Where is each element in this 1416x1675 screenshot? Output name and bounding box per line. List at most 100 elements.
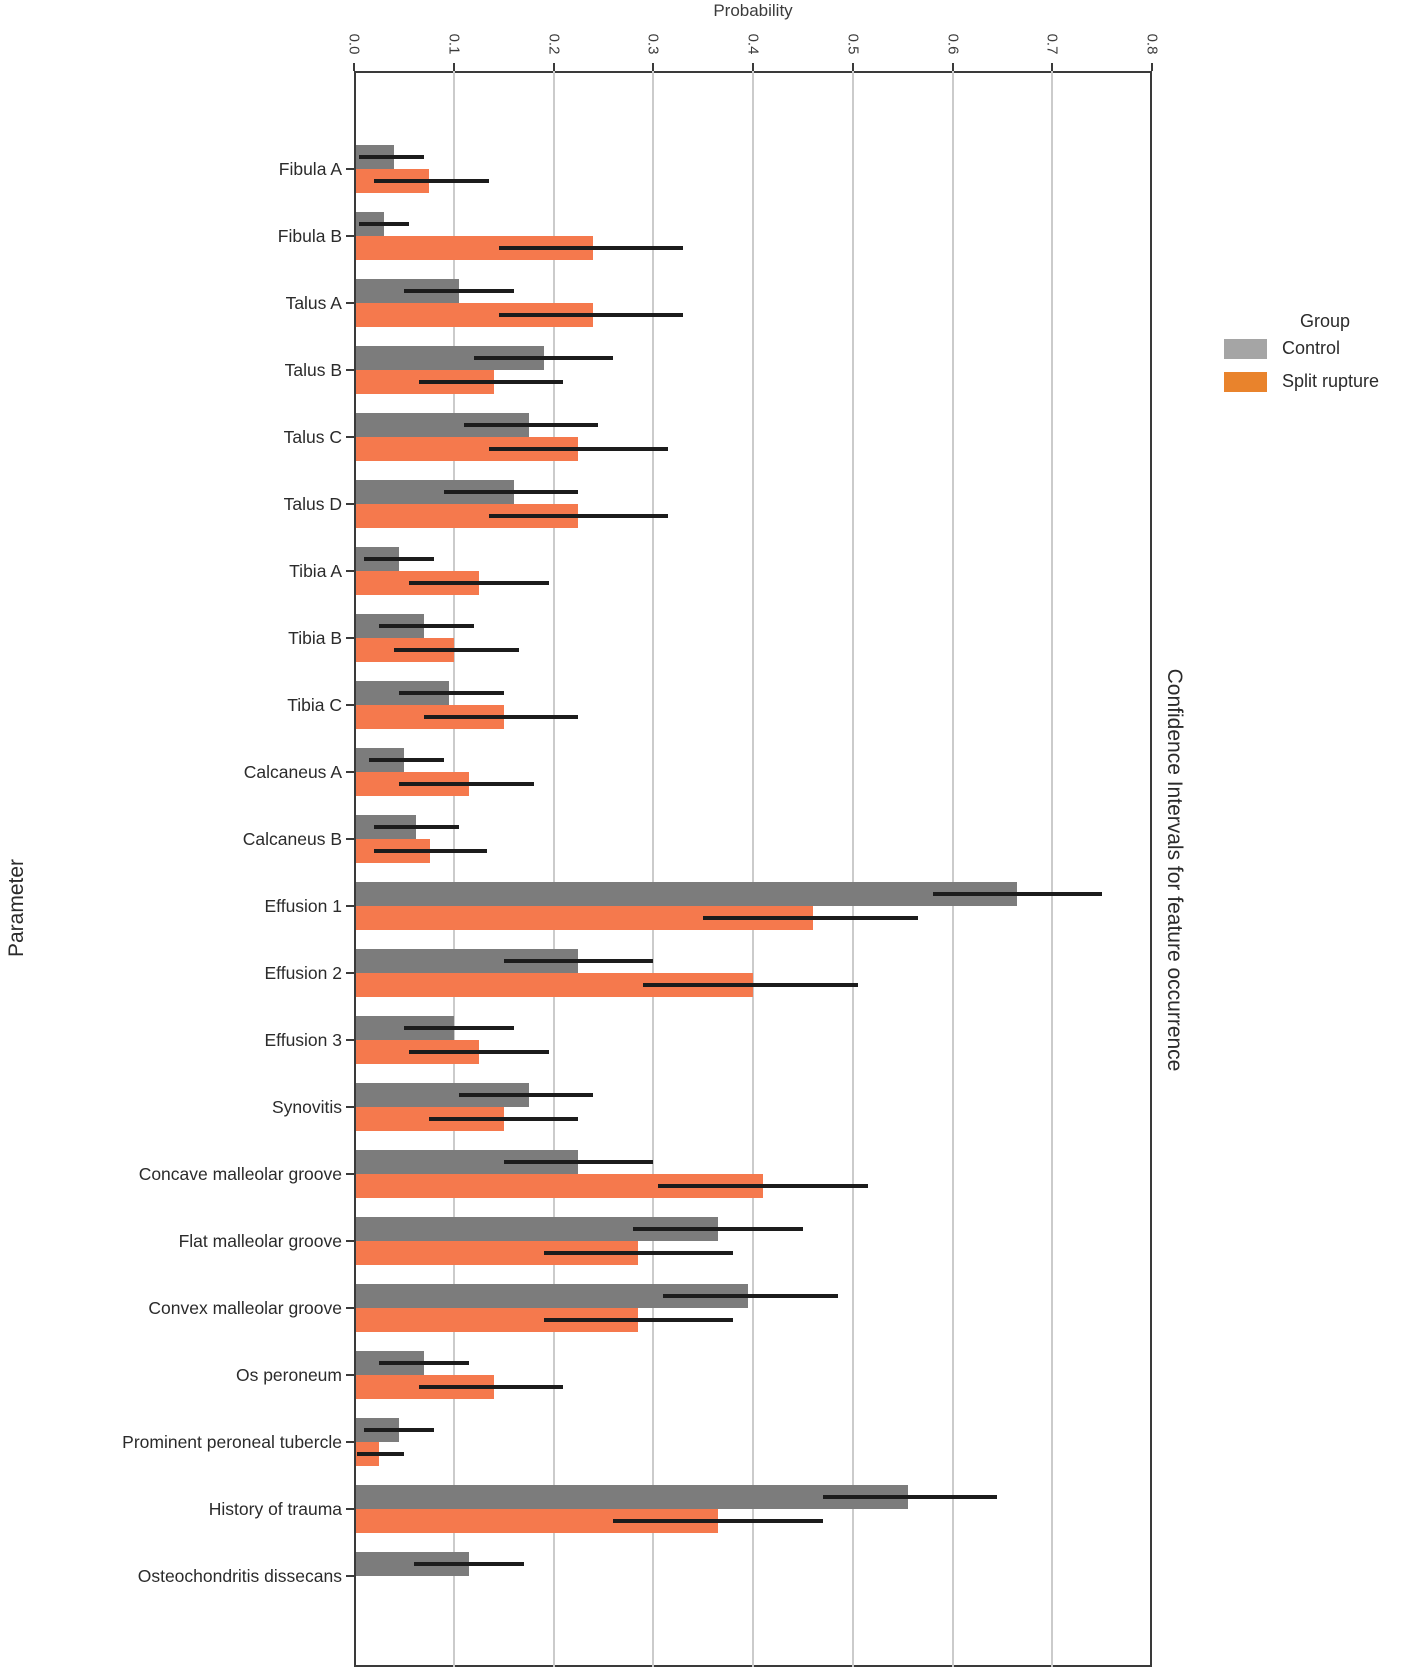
- x-axis-tick: [552, 63, 555, 71]
- x-axis-tick-label: 0.8: [1143, 33, 1161, 55]
- category-label: Tibia A: [289, 561, 342, 581]
- y-axis-tick: [346, 704, 354, 706]
- control-bar-error-bar: [443, 490, 579, 494]
- x-axis-tick: [752, 63, 754, 71]
- x-axis-tick-label: 0.7: [1043, 33, 1061, 55]
- legend-item-label: Control: [1282, 338, 1341, 358]
- category-label: Tibia B: [288, 628, 342, 648]
- control-bar-error-bar: [822, 1495, 998, 1499]
- category-label: Calcaneus B: [242, 829, 342, 849]
- category-label: Concave malleolar groove: [138, 1164, 342, 1184]
- split-rupture-swatch-icon: [1224, 371, 1267, 392]
- x-axis-tick-label: 0.6: [944, 33, 961, 55]
- y-axis-tick: [346, 302, 354, 304]
- y-axis-tick: [346, 1106, 354, 1108]
- category-label: Effusion 1: [264, 896, 342, 916]
- control-bar-error-bar: [378, 624, 474, 628]
- x-axis-tick-label: 0.3: [644, 33, 662, 55]
- category-label: Talus A: [285, 293, 342, 313]
- control-bar-error-bar: [633, 1227, 803, 1231]
- split-rupture-bar-error-bar: [613, 1519, 823, 1523]
- category-label: Talus B: [284, 360, 342, 380]
- control-bar-error-bar: [373, 825, 459, 829]
- category-label: Calcaneus A: [243, 762, 342, 782]
- split-rupture-bar-error-bar: [543, 1251, 734, 1255]
- y-axis-tick: [346, 771, 354, 773]
- x-axis-tick-label: 0.1: [445, 33, 463, 55]
- category-label: Prominent peroneal tubercle: [122, 1432, 342, 1452]
- x-axis-tick: [452, 63, 455, 71]
- category-label: History of trauma: [208, 1499, 342, 1519]
- x-axis-title: Probability: [713, 1, 793, 20]
- y-axis-tick: [346, 503, 354, 505]
- category-label: Fibula B: [277, 226, 342, 246]
- y-axis-tick: [346, 1508, 354, 1510]
- x-axis-tick-label: 0.2: [545, 33, 562, 55]
- y-axis-tick: [346, 570, 354, 572]
- control-bar-error-bar: [358, 155, 424, 159]
- split-rupture-bar-error-bar: [543, 1318, 734, 1322]
- split-rupture-bar-error-bar: [488, 514, 669, 518]
- y-axis-tick: [346, 1039, 354, 1041]
- split-rupture-bar-error-bar: [488, 447, 669, 451]
- control-bar-error-bar: [398, 691, 504, 695]
- y-axis-tick: [346, 1441, 354, 1443]
- y-axis-tick: [346, 1173, 354, 1175]
- split-rupture-bar-error-bar: [428, 1117, 579, 1121]
- y-axis-tick: [346, 637, 354, 639]
- category-label: Convex malleolar groove: [148, 1298, 342, 1318]
- control-bar-error-bar: [403, 289, 514, 293]
- gridline: [851, 71, 854, 1667]
- legend-title: Group: [1300, 311, 1351, 331]
- split-rupture-bar-error-bar: [356, 1452, 404, 1456]
- y-axis-tick: [346, 369, 354, 371]
- control-bar-error-bar: [663, 1294, 838, 1298]
- x-axis-tick-label: 0.4: [744, 33, 762, 55]
- category-label: Synovitis: [271, 1097, 342, 1117]
- y-axis-tick: [346, 838, 354, 840]
- x-axis-tick: [652, 63, 655, 71]
- split-rupture-bar-error-bar: [658, 1184, 868, 1188]
- split-rupture-bar-error-bar: [643, 983, 858, 987]
- y-axis-tick: [346, 972, 354, 974]
- gridline: [552, 71, 555, 1667]
- control-bar-error-bar: [363, 557, 434, 561]
- y-axis-tick: [346, 168, 354, 170]
- control-bar-error-bar: [463, 423, 599, 427]
- split-rupture-bar-error-bar: [498, 246, 684, 250]
- right-axis-title: Confidence Intervals for feature occurre…: [1163, 668, 1186, 1072]
- x-axis-tick: [951, 63, 954, 71]
- x-axis-tick-label: 0.5: [844, 33, 862, 55]
- category-label: Effusion 3: [264, 1030, 342, 1050]
- y-axis-tick: [346, 1240, 354, 1242]
- control-bar-error-bar: [458, 1093, 594, 1097]
- control-bar: [356, 1485, 908, 1509]
- x-axis-tick: [1051, 63, 1054, 71]
- split-rupture-bar-error-bar: [423, 715, 579, 719]
- control-bar-error-bar: [363, 1428, 434, 1432]
- split-rupture-bar-error-bar: [373, 849, 487, 853]
- x-axis-tick: [353, 63, 355, 71]
- gridline: [452, 71, 455, 1667]
- y-axis-title: Parameter: [5, 858, 28, 958]
- y-axis-tick: [346, 1374, 354, 1376]
- control-bar-error-bar: [503, 1160, 654, 1164]
- split-rupture-bar-error-bar: [418, 1385, 564, 1389]
- gridline: [652, 71, 655, 1667]
- gridline: [752, 71, 754, 1667]
- split-rupture-bar-error-bar: [373, 179, 489, 183]
- category-label: Os peroneum: [235, 1365, 342, 1385]
- split-rupture-bar-error-bar: [418, 380, 564, 384]
- control-bar-error-bar: [368, 758, 444, 762]
- control-bar-error-bar: [378, 1361, 469, 1365]
- control-bar-error-bar: [413, 1562, 524, 1566]
- control-bar-error-bar: [932, 892, 1103, 896]
- split-rupture-bar-error-bar: [408, 581, 549, 585]
- split-rupture-bar-error-bar: [408, 1050, 549, 1054]
- control-bar-error-bar: [358, 222, 409, 226]
- category-label: Talus D: [283, 494, 342, 514]
- x-axis-tick: [851, 63, 854, 71]
- legend-item-label: Split rupture: [1282, 371, 1380, 391]
- y-axis-tick: [346, 1575, 354, 1577]
